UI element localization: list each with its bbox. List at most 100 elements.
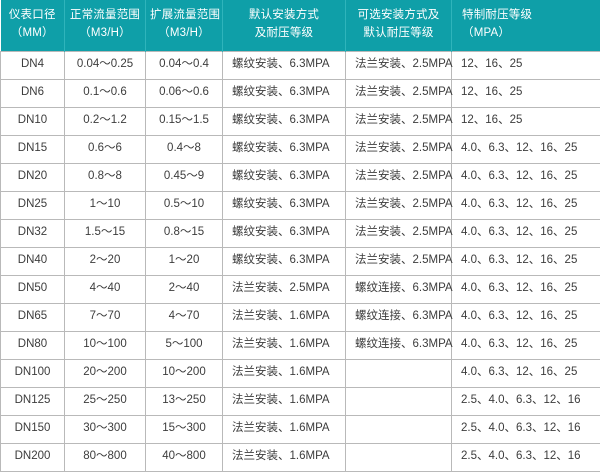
- column-header-normal-range: 正常流量范围 （M3/H）: [65, 0, 146, 51]
- cell-default-install: 法兰安装、1.6MPA: [223, 443, 346, 471]
- cell-optional-install: 法兰安装、2.5MPA: [346, 51, 452, 79]
- column-header-extended-range: 扩展流量范围 （M3/H）: [146, 0, 223, 51]
- column-header-default-install-line1: 默认安装方式: [227, 7, 341, 25]
- header-row: 仪表口径 （MM） 正常流量范围 （M3/H） 扩展流量范围 （M3/H） 默认…: [1, 0, 600, 51]
- cell-extended-range: 2～40: [146, 275, 223, 303]
- column-header-diameter: 仪表口径 （MM）: [1, 0, 65, 51]
- cell-default-install: 螺纹安装、6.3MPA: [223, 163, 346, 191]
- cell-extended-range: 0.04～0.4: [146, 51, 223, 79]
- cell-default-install: 法兰安装、1.6MPA: [223, 303, 346, 331]
- cell-optional-install: 法兰安装、2.5MPA: [346, 191, 452, 219]
- column-header-optional-install: 可选安装方式及 默认耐压等级: [346, 0, 452, 51]
- cell-optional-install: 法兰安装、2.5MPA: [346, 79, 452, 107]
- cell-normal-range: 7～70: [65, 303, 146, 331]
- cell-normal-range: 2～20: [65, 247, 146, 275]
- column-header-optional-install-line2: 默认耐压等级: [350, 25, 447, 43]
- cell-special-pressure: 4.0、6.3、12、16、25: [452, 219, 600, 247]
- column-header-special-pressure: 特制耐压等级 （MPA）: [452, 0, 600, 51]
- cell-extended-range: 15～300: [146, 415, 223, 443]
- cell-special-pressure: 12、16、25: [452, 51, 600, 79]
- cell-diameter: DN80: [1, 331, 65, 359]
- column-header-default-install: 默认安装方式 及耐压等级: [223, 0, 346, 51]
- cell-optional-install: 法兰安装、2.5MPA: [346, 247, 452, 275]
- column-header-special-pressure-line2: （MPA）: [462, 25, 597, 43]
- cell-special-pressure: 4.0、6.3、12、16、25: [452, 163, 600, 191]
- cell-optional-install: [346, 359, 452, 387]
- cell-extended-range: 0.8～15: [146, 219, 223, 247]
- cell-default-install: 螺纹安装、6.3MPA: [223, 247, 346, 275]
- cell-normal-range: 20～200: [65, 359, 146, 387]
- cell-diameter: DN125: [1, 387, 65, 415]
- cell-optional-install: 螺纹连接、6.3MPA: [346, 275, 452, 303]
- cell-diameter: DN150: [1, 415, 65, 443]
- cell-normal-range: 30～300: [65, 415, 146, 443]
- column-header-diameter-line2: （MM）: [5, 25, 61, 43]
- column-header-diameter-line1: 仪表口径: [5, 7, 61, 25]
- cell-diameter: DN10: [1, 107, 65, 135]
- cell-normal-range: 80～800: [65, 443, 146, 471]
- column-header-extended-range-line2: （M3/H）: [150, 25, 218, 43]
- cell-normal-range: 0.2～1.2: [65, 107, 146, 135]
- cell-default-install: 螺纹安装、6.3MPA: [223, 107, 346, 135]
- cell-special-pressure: 4.0、6.3、12、16、25: [452, 303, 600, 331]
- column-header-normal-range-line1: 正常流量范围: [69, 7, 141, 25]
- cell-normal-range: 0.6～6: [65, 135, 146, 163]
- cell-default-install: 法兰安装、2.5MPA: [223, 275, 346, 303]
- cell-special-pressure: 2.5、4.0、6.3、12、16: [452, 443, 600, 471]
- column-header-extended-range-line1: 扩展流量范围: [150, 7, 218, 25]
- column-header-default-install-line2: 及耐压等级: [227, 25, 341, 43]
- cell-extended-range: 0.45～9: [146, 163, 223, 191]
- cell-default-install: 螺纹安装、6.3MPA: [223, 135, 346, 163]
- cell-normal-range: 10～100: [65, 331, 146, 359]
- cell-optional-install: [346, 415, 452, 443]
- cell-extended-range: 0.4～8: [146, 135, 223, 163]
- cell-default-install: 法兰安装、1.6MPA: [223, 415, 346, 443]
- cell-diameter: DN6: [1, 79, 65, 107]
- cell-diameter: DN200: [1, 443, 65, 471]
- cell-diameter: DN32: [1, 219, 65, 247]
- cell-normal-range: 25～250: [65, 387, 146, 415]
- column-header-special-pressure-line1: 特制耐压等级: [462, 7, 597, 25]
- cell-optional-install: 螺纹连接、6.3MPA: [346, 331, 452, 359]
- cell-diameter: DN50: [1, 275, 65, 303]
- cell-normal-range: 4～40: [65, 275, 146, 303]
- cell-default-install: 螺纹安装、6.3MPA: [223, 51, 346, 79]
- cell-diameter: DN25: [1, 191, 65, 219]
- cell-diameter: DN20: [1, 163, 65, 191]
- cell-extended-range: 40～800: [146, 443, 223, 471]
- table-header: 仪表口径 （MM） 正常流量范围 （M3/H） 扩展流量范围 （M3/H） 默认…: [1, 0, 600, 51]
- cell-extended-range: 13～250: [146, 387, 223, 415]
- cell-extended-range: 0.5～10: [146, 191, 223, 219]
- cell-normal-range: 1.5～15: [65, 219, 146, 247]
- cell-special-pressure: 2.5、4.0、6.3、12、16: [452, 415, 600, 443]
- cell-extended-range: 0.15～1.5: [146, 107, 223, 135]
- cell-default-install: 法兰安装、1.6MPA: [223, 387, 346, 415]
- cell-special-pressure: 4.0、6.3、12、16、25: [452, 135, 600, 163]
- cell-special-pressure: 2.5、4.0、6.3、12、16: [452, 387, 600, 415]
- cell-diameter: DN15: [1, 135, 65, 163]
- cell-optional-install: 法兰安装、2.5MPA: [346, 163, 452, 191]
- cell-diameter: DN65: [1, 303, 65, 331]
- cell-normal-range: 1～10: [65, 191, 146, 219]
- cell-normal-range: 0.1～0.6: [65, 79, 146, 107]
- cell-optional-install: 法兰安装、2.5MPA: [346, 107, 452, 135]
- cell-diameter: DN100: [1, 359, 65, 387]
- cell-optional-install: 螺纹连接、6.3MPA: [346, 303, 452, 331]
- cell-special-pressure: 4.0、6.3、12、16、25: [452, 191, 600, 219]
